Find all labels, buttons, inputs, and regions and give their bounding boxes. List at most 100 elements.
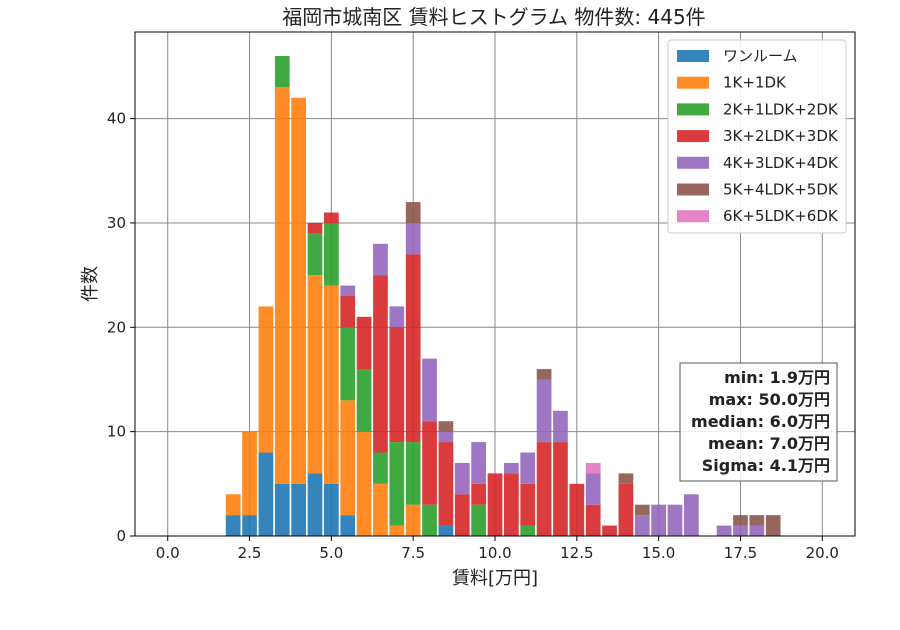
- bar-segment-4: [373, 275, 388, 453]
- bar-segment-3: [307, 233, 323, 276]
- bar-segment-7: [585, 462, 601, 474]
- bar-segment-4: [553, 442, 568, 536]
- stats-box: min: 1.9万円 max: 50.0万円 median: 6.0万円 mea…: [679, 362, 838, 482]
- stats-median: median: 6.0万円: [691, 412, 830, 431]
- chart-title: 福岡市城南区 賃料ヒストグラム 物件数: 445件: [282, 5, 705, 29]
- bar-segment-5: [438, 431, 454, 443]
- x-axis: 0.0 2.5 5.0 7.5 10.0 12.5 15.0 17.5 20.0: [156, 536, 839, 562]
- bar-segment-3: [520, 525, 536, 536]
- bar-segment-2: [356, 431, 372, 536]
- legend-label: 1K+1DK: [723, 74, 787, 92]
- bar-segment-6: [765, 515, 781, 536]
- legend-frame: [667, 39, 847, 234]
- bar-segment-3: [389, 442, 405, 526]
- bar-segment-2: [340, 400, 356, 516]
- bar-segment-5: [389, 306, 405, 328]
- bar-segment-1: [225, 515, 241, 536]
- y-tick-label: 30: [107, 214, 126, 232]
- bar-segment-1: [340, 515, 356, 536]
- bar-segment-5: [553, 410, 568, 443]
- bar-segment-5: [504, 462, 519, 474]
- x-tick-label: 15.0: [642, 544, 675, 562]
- x-tick-label: 5.0: [319, 544, 343, 562]
- x-tick-label: 20.0: [806, 544, 839, 562]
- bar-segment-2: [242, 431, 257, 516]
- bar-segment-5: [471, 442, 486, 484]
- bar-segment-6: [405, 202, 421, 223]
- bar-segment-2: [307, 275, 323, 474]
- legend-label: 6K+5LDK+6DK: [723, 207, 839, 225]
- bar-segment-5: [454, 462, 470, 495]
- x-axis-title: 賃料[万円]: [452, 568, 538, 589]
- bar-segment-3: [274, 56, 290, 88]
- bar-segment-2: [291, 97, 306, 484]
- y-tick-label: 0: [116, 527, 126, 545]
- legend: ワンルーム 1K+1DK 2K+1LDK+2DK 3K+2LDK+3DK 4K+3LDK…: [667, 39, 847, 234]
- bar-segment-1: [291, 483, 306, 536]
- bar-segment-4: [585, 504, 601, 536]
- legend-swatch: [677, 210, 709, 223]
- bar-segment-6: [438, 421, 454, 432]
- legend-swatch: [677, 156, 709, 169]
- bar-segment-5: [422, 358, 437, 422]
- y-tick-label: 20: [107, 318, 126, 336]
- bar-segment-4: [324, 212, 339, 223]
- bar-segment-1: [324, 483, 339, 536]
- bar-segment-4: [569, 483, 585, 536]
- bar-segment-2: [373, 483, 388, 536]
- bar-segment-1: [258, 452, 274, 536]
- stats-max: max: 50.0万円: [709, 390, 830, 409]
- bar-segment-6: [733, 515, 748, 526]
- stats-box-frame: [679, 362, 838, 482]
- legend-swatch: [677, 183, 709, 196]
- bar-segment-5: [749, 525, 765, 536]
- stats-mean: mean: 7.0万円: [708, 434, 830, 453]
- bar-segment-5: [716, 525, 732, 536]
- bar-segment-2: [405, 504, 421, 536]
- bar-segment-4: [307, 222, 323, 234]
- bar-segment-3: [405, 442, 421, 505]
- bar-segment-4: [602, 525, 617, 536]
- legend-label: ワンルーム: [723, 47, 798, 65]
- bar-segment-4: [405, 254, 421, 443]
- bar-segment-4: [536, 442, 552, 536]
- legend-label: 4K+3LDK+4DK: [723, 154, 839, 172]
- x-tick-label: 12.5: [560, 544, 593, 562]
- bar-segment-5: [634, 515, 650, 536]
- x-tick-label: 7.5: [401, 544, 425, 562]
- bar-segment-1: [307, 473, 323, 536]
- bar-segment-6: [749, 515, 765, 526]
- bar-segment-3: [373, 452, 388, 484]
- bar-segment-5: [340, 285, 356, 296]
- bar-segment-5: [585, 473, 601, 505]
- bar-segment-6: [618, 473, 634, 484]
- y-tick-label: 10: [107, 423, 126, 441]
- bar-segment-4: [618, 483, 634, 536]
- bar-segment-3: [422, 504, 437, 536]
- bar-segment-6: [536, 369, 552, 380]
- bar-segment-2: [274, 87, 290, 484]
- legend-label: 2K+1LDK+2DK: [723, 100, 839, 118]
- bar-segment-5: [667, 504, 683, 536]
- bar-segment-4: [454, 494, 470, 536]
- stats-sigma: Sigma: 4.1万円: [702, 456, 830, 475]
- legend-swatch: [677, 103, 709, 116]
- bar-segment-2: [258, 306, 274, 453]
- bar-segment-4: [487, 473, 503, 536]
- x-tick-label: 0.0: [156, 544, 180, 562]
- bar-segment-3: [340, 327, 356, 401]
- bar-segment-4: [389, 327, 405, 443]
- bar-segment-3: [324, 222, 339, 286]
- y-tick-label: 40: [107, 110, 126, 128]
- stats-min: min: 1.9万円: [724, 368, 830, 387]
- bar-segment-1: [242, 515, 257, 536]
- bar-segment-5: [405, 222, 421, 255]
- y-axis-title: 件数: [80, 266, 101, 302]
- legend-label: 5K+4LDK+5DK: [723, 181, 839, 199]
- x-tick-label: 10.0: [478, 544, 511, 562]
- bar-segment-1: [438, 525, 454, 536]
- bar-segment-4: [504, 473, 519, 536]
- bar-segment-5: [684, 494, 699, 536]
- bar-segment-3: [356, 369, 372, 432]
